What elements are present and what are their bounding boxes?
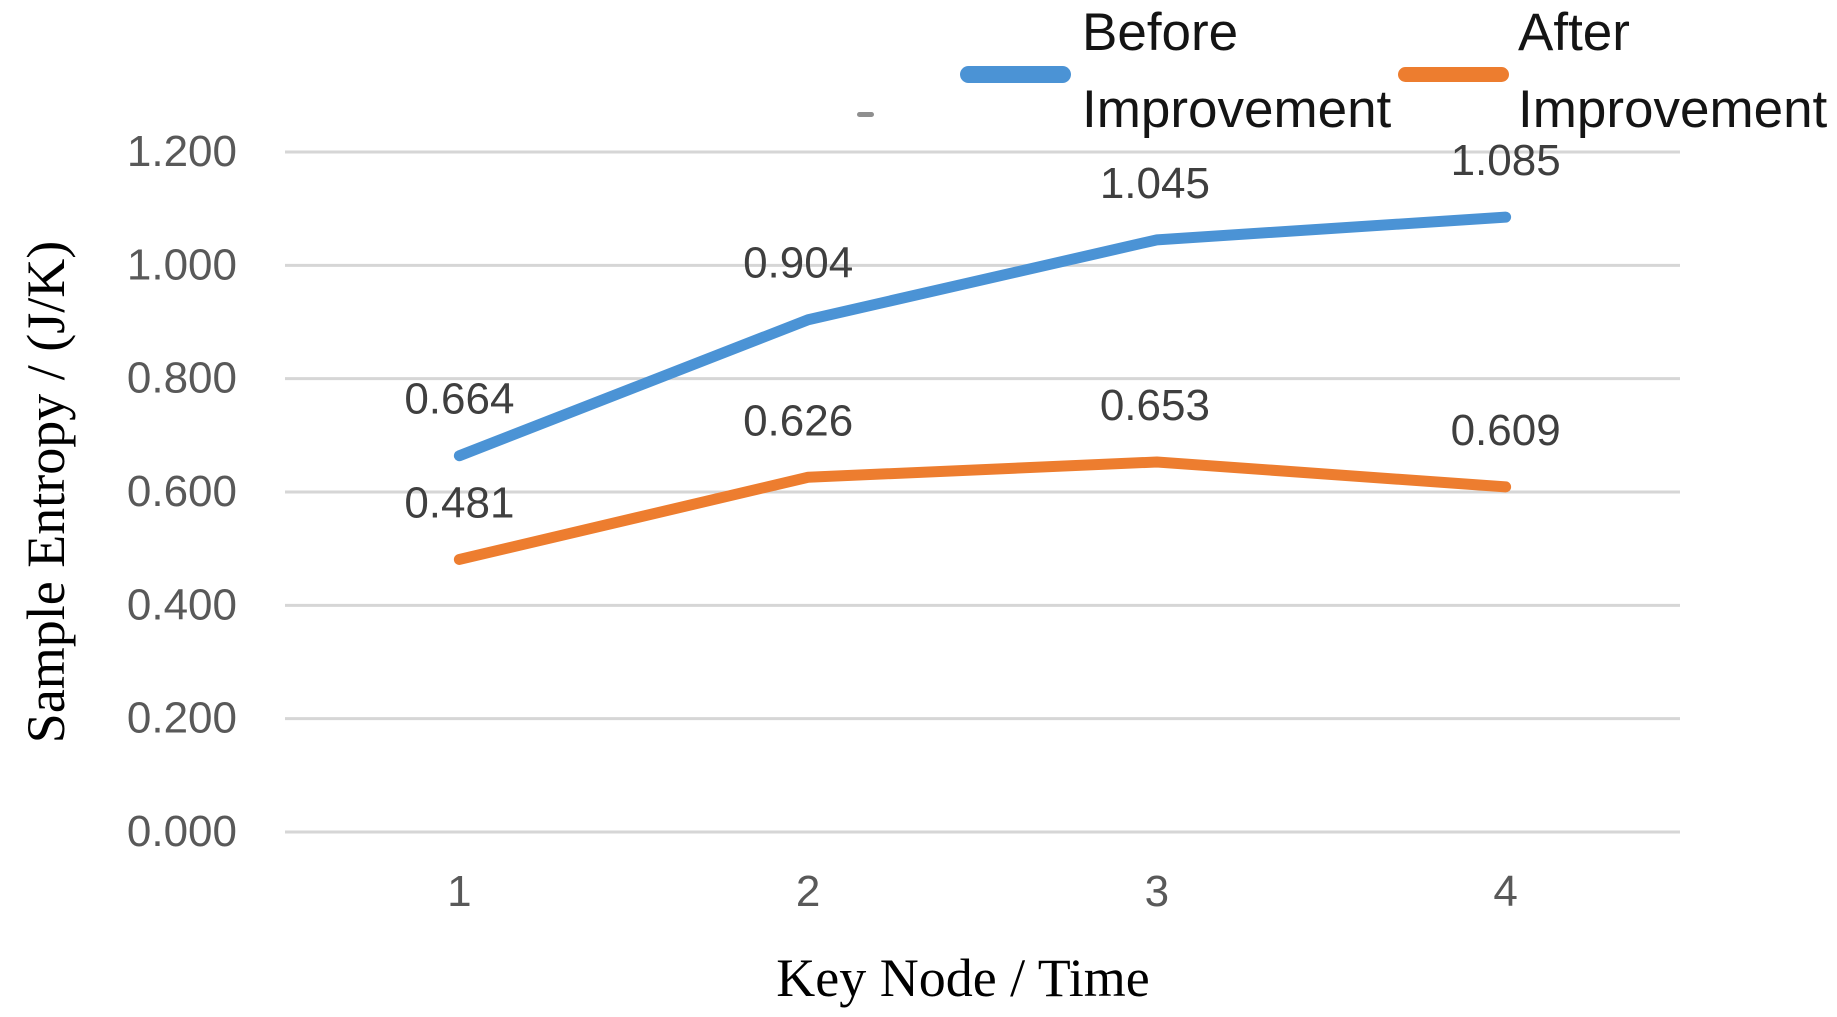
y-tick-label: 0.600 [127, 467, 237, 516]
series-line-after-improvement [453, 456, 1512, 565]
y-tick-label: 0.200 [127, 694, 237, 743]
y-axis-title: Sample Entropy / (J/K) [16, 240, 76, 744]
legend-label-line: Improvement [1518, 80, 1828, 139]
y-tick-label: 0.400 [127, 580, 237, 629]
x-tick-label: 1 [447, 867, 471, 916]
data-label: 0.904 [743, 239, 853, 288]
data-label: 0.481 [404, 478, 514, 527]
x-tick-label: 2 [796, 867, 820, 916]
legend-label-after-improvement: After Improvement [1518, 0, 1827, 148]
x-axis-title: Key Node / Time [776, 948, 1150, 1008]
series-line-before-improvement [453, 211, 1512, 462]
legend-label-line: After [1518, 3, 1630, 62]
data-label: 1.085 [1451, 136, 1561, 185]
legend-label-line: Improvement [1082, 80, 1392, 139]
x-tick-label: 3 [1145, 867, 1169, 916]
data-label: 0.653 [1100, 381, 1210, 430]
data-label: 0.609 [1451, 406, 1561, 455]
legend-label-line: Before [1082, 3, 1239, 62]
data-label: 1.045 [1100, 159, 1210, 208]
data-label: 0.664 [404, 375, 514, 424]
y-tick-label: 0.000 [127, 807, 237, 856]
legend-label-before-improvement: Before Improvement [1082, 0, 1391, 148]
x-tick-label: 4 [1493, 867, 1517, 916]
stray-dash-mark [857, 112, 874, 117]
data-label: 0.626 [743, 396, 853, 445]
y-tick-label: 1.200 [127, 127, 237, 176]
legend-swatch-before-improvement [960, 66, 1071, 83]
legend-swatch-after-improvement [1398, 67, 1509, 82]
y-tick-label: 0.800 [127, 354, 237, 403]
y-tick-label: 1.000 [127, 240, 237, 289]
